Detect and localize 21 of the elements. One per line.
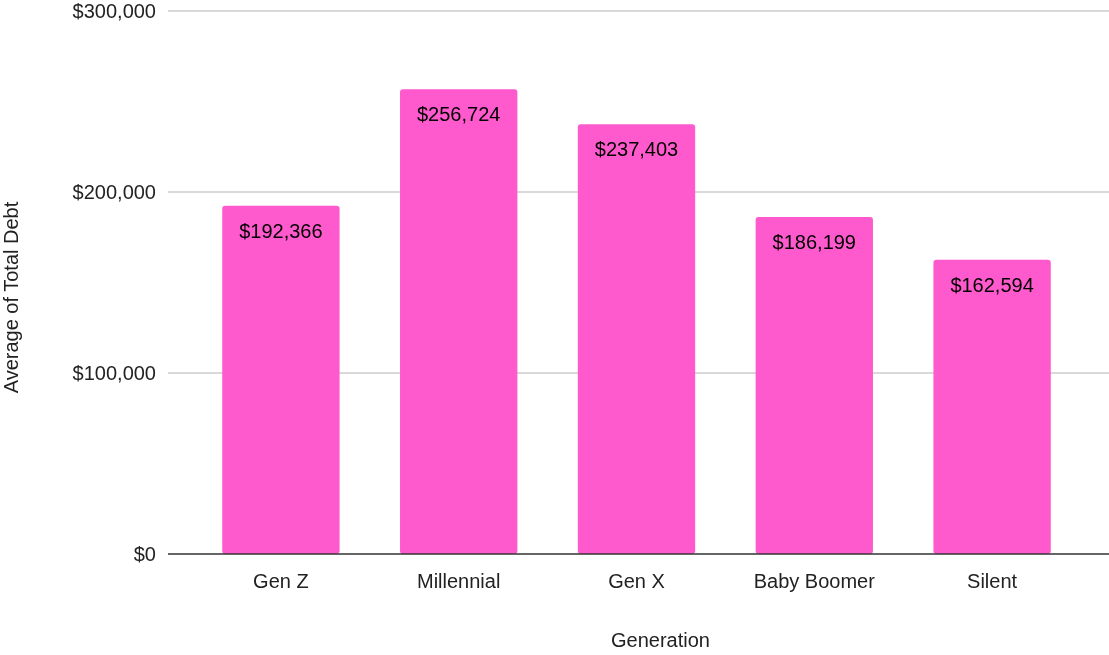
bar (755, 216, 873, 554)
x-tick-label: Gen X (608, 570, 665, 592)
x-tick-label: Millennial (417, 570, 501, 592)
x-axis-title: Generation (611, 629, 710, 651)
data-label: $162,594 (950, 273, 1034, 296)
data-label: $192,366 (239, 219, 323, 242)
x-tick-label: Baby Boomer (753, 570, 876, 592)
bar (400, 89, 518, 554)
bar (222, 205, 340, 554)
y-axis-title: Average of Total Debt (0, 201, 22, 394)
y-tick-label: $200,000 (72, 181, 156, 203)
data-label: $237,403 (594, 138, 679, 161)
x-tick-label: Silent (967, 570, 1018, 592)
bar (933, 259, 1051, 554)
y-tick-label: $0 (133, 543, 156, 565)
y-tick-label: $100,000 (72, 362, 156, 384)
data-label: $256,724 (416, 103, 501, 126)
bar (577, 124, 696, 554)
data-label: $186,199 (772, 230, 857, 253)
y-tick-label: $300,000 (72, 0, 156, 22)
x-tick-label: Gen Z (253, 570, 309, 592)
